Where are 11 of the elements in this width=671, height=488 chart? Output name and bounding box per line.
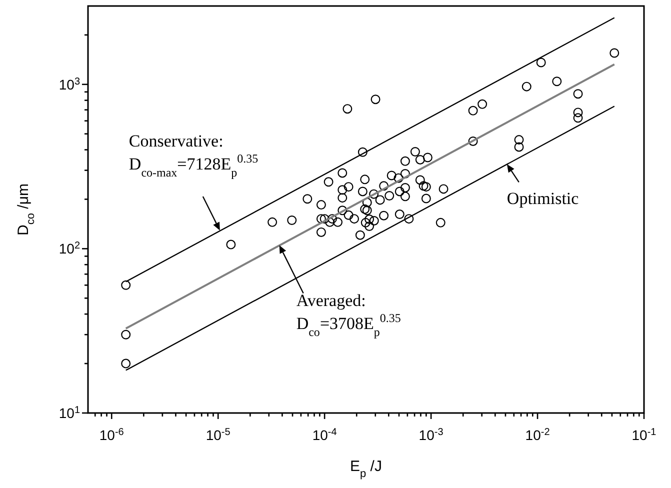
x-axis-title: E$_{p}$ /J [350,458,382,480]
y-tick-label: 10$^{1}$ [58,404,80,421]
x-tick-label: 10$^{-5}$ [206,426,231,443]
x-tick-label: 10$^{-2}$ [525,426,550,443]
x-tick-label: 10$^{-1}$ [632,426,657,443]
annotation: Optimistic [506,189,580,208]
x-tick-label: 10$^{-6}$ [99,426,124,443]
x-tick-label: 10$^{-3}$ [418,426,444,443]
x-tick-label: 10$^{-4}$ [312,426,338,443]
y-tick-label: 10$^{3}$ [58,76,80,92]
y-tick-label: 10$^{2}$ [58,240,80,257]
